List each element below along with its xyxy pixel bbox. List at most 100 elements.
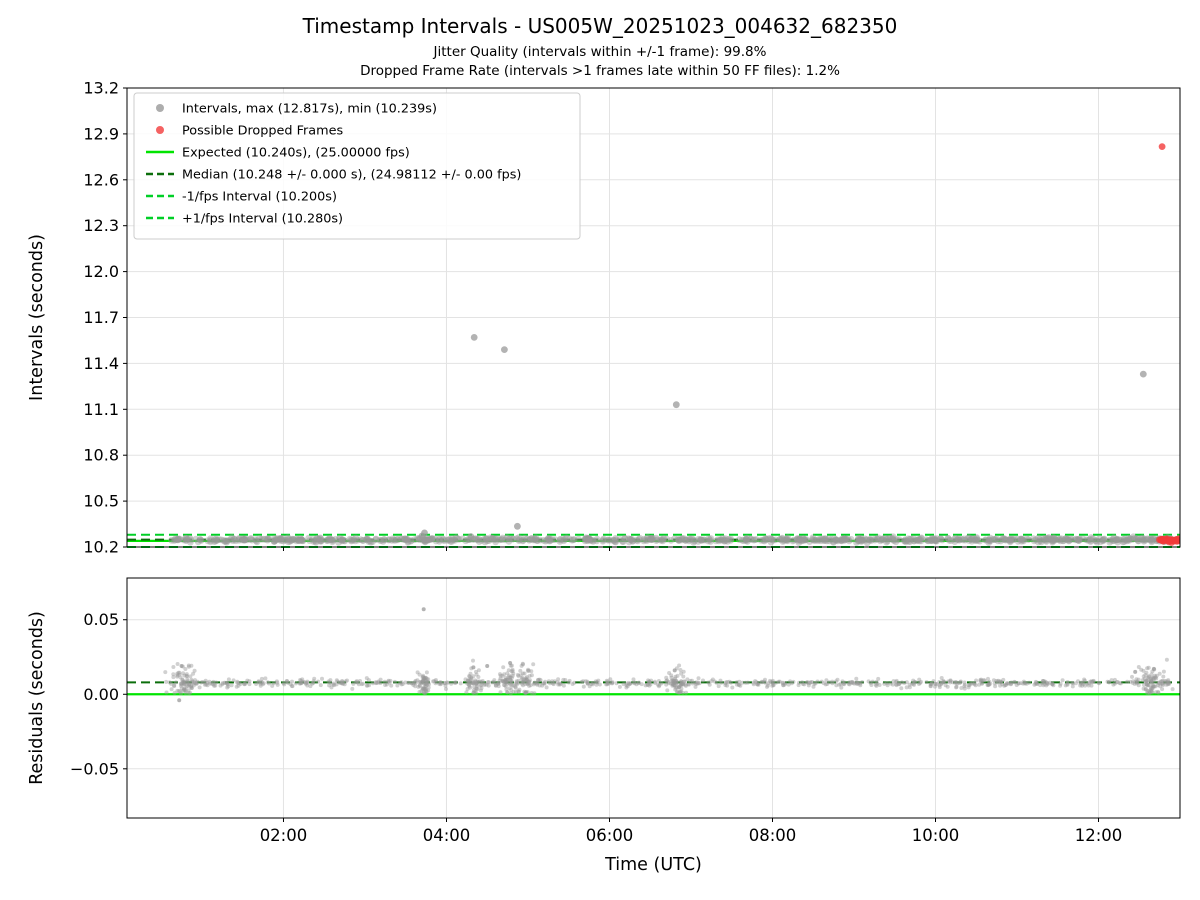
data-point: [747, 535, 754, 543]
data-point: [581, 537, 589, 545]
data-point: [1111, 682, 1116, 687]
data-point: [536, 678, 541, 683]
data-point: [753, 679, 758, 684]
data-point: [281, 536, 289, 544]
data-point: [648, 536, 655, 543]
data-point: [1033, 679, 1038, 684]
data-point: [958, 679, 963, 684]
data-point: [937, 685, 942, 690]
data-point: [221, 537, 229, 545]
data-point: [1114, 536, 1122, 543]
data-point: [857, 534, 865, 542]
data-point: [721, 537, 729, 545]
data-point: [475, 687, 480, 692]
data-point: [801, 682, 805, 686]
data-point: [433, 681, 438, 686]
data-point: [855, 680, 860, 685]
data-point: [876, 676, 881, 681]
data-point: [524, 675, 529, 680]
data-point: [744, 538, 751, 545]
data-point: [1045, 536, 1053, 543]
data-point: [673, 678, 678, 683]
data-point: [821, 537, 829, 544]
data-point: [325, 535, 333, 543]
data-point: [184, 673, 189, 678]
data-point: [478, 688, 483, 693]
data-point: [976, 537, 984, 545]
data-point: [546, 537, 553, 545]
data-point: [339, 681, 344, 686]
data-point: [327, 536, 335, 543]
data-point: [523, 676, 528, 681]
data-point: [505, 537, 513, 545]
data-point: [445, 536, 452, 544]
data-point: [1141, 674, 1146, 679]
data-point: [413, 678, 418, 683]
interval-outlier-point: [467, 533, 475, 540]
data-point: [1089, 680, 1094, 685]
data-point: [627, 681, 632, 686]
data-point: [964, 534, 972, 542]
data-point: [509, 679, 514, 684]
data-point: [346, 535, 354, 543]
data-point: [1149, 678, 1154, 683]
data-point: [634, 682, 639, 687]
data-point: [993, 684, 998, 689]
data-point: [996, 679, 1001, 684]
data-point: [917, 682, 921, 686]
interval-outlier-point: [471, 665, 476, 670]
data-point: [672, 683, 677, 688]
data-point: [1009, 680, 1014, 685]
data-point: [768, 678, 772, 683]
data-point: [570, 682, 575, 686]
data-point: [243, 536, 251, 544]
data-point: [420, 675, 425, 680]
data-point: [527, 674, 532, 678]
data-point: [1018, 536, 1025, 543]
interval-outlier-point: [177, 698, 182, 703]
data-point: [485, 537, 493, 544]
data-point: [211, 536, 219, 543]
data-point: [1112, 681, 1117, 686]
data-point: [935, 682, 939, 687]
data-point: [1115, 680, 1120, 684]
data-point: [682, 536, 690, 544]
data-point: [624, 683, 629, 688]
data-point: [516, 689, 521, 694]
data-point: [436, 536, 443, 544]
data-point: [397, 535, 405, 542]
data-point: [326, 679, 331, 684]
data-point: [943, 683, 948, 688]
data-point: [422, 678, 427, 683]
data-point: [557, 681, 562, 686]
data-point: [962, 686, 967, 691]
data-point: [1166, 679, 1170, 684]
data-point: [421, 673, 426, 678]
data-point: [515, 537, 523, 544]
data-point: [874, 679, 879, 684]
data-point: [493, 683, 498, 688]
data-point: [1089, 679, 1094, 684]
data-point: [403, 536, 410, 544]
data-point: [197, 685, 202, 690]
data-point: [513, 685, 518, 690]
data-point: [426, 535, 434, 543]
data-point: [860, 680, 865, 685]
data-point: [172, 683, 177, 688]
data-point: [582, 534, 590, 542]
data-point: [929, 535, 936, 542]
data-point: [486, 680, 490, 685]
data-point: [544, 535, 552, 543]
data-point: [874, 536, 882, 543]
data-point: [1040, 679, 1045, 683]
data-point: [1150, 686, 1154, 691]
data-point: [679, 681, 684, 686]
data-point: [500, 679, 505, 684]
data-point: [859, 536, 866, 544]
data-point: [1134, 681, 1139, 686]
data-point: [621, 535, 629, 543]
data-point: [482, 683, 487, 687]
data-point: [740, 680, 745, 685]
data-point: [212, 683, 217, 688]
